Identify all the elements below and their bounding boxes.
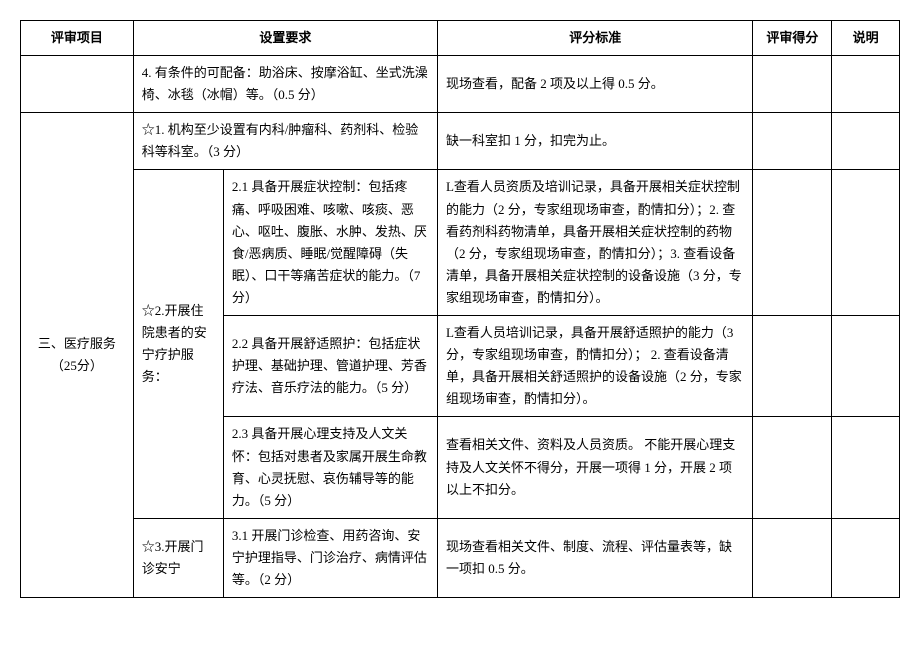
cell-note — [832, 417, 900, 518]
cell-req: 2.2 具备开展舒适照护：包括症状护理、基础护理、管道护理、芳香疗法、音乐疗法的… — [223, 316, 437, 417]
cell-note — [832, 113, 900, 170]
review-table: 评审项目 设置要求 评分标准 评审得分 说明 4. 有条件的可配备：助浴床、按摩… — [20, 20, 900, 598]
cell-req: 2.3 具备开展心理支持及人文关怀：包括对患者及家属开展生命教育、心灵抚慰、哀伤… — [223, 417, 437, 518]
cell-score — [753, 518, 832, 597]
cell-note — [832, 170, 900, 316]
table-row: 4. 有条件的可配备：助浴床、按摩浴缸、坐式洗澡椅、冰毯（冰帽）等。（0.5 分… — [21, 56, 900, 113]
cell-score — [753, 56, 832, 113]
cell-std: 缺一科室扣 1 分，扣完为止。 — [437, 113, 753, 170]
cell-req: ☆1. 机构至少设置有内科/肿瘤科、药剂科、检验科等科室。（3 分） — [133, 113, 437, 170]
cell-score — [753, 170, 832, 316]
cell-section-item: 三、医疗服务（25分） — [21, 113, 134, 598]
cell-score — [753, 417, 832, 518]
table-row: 三、医疗服务（25分） ☆1. 机构至少设置有内科/肿瘤科、药剂科、检验科等科室… — [21, 113, 900, 170]
header-row: 评审项目 设置要求 评分标准 评审得分 说明 — [21, 21, 900, 56]
cell-note — [832, 316, 900, 417]
cell-sub: ☆2.开展住院患者的安宁疗护服务： — [133, 170, 223, 518]
cell-std: L查看人员培训记录，具备开展舒适照护的能力（3 分，专家组现场审查，酌情扣分）；… — [437, 316, 753, 417]
header-score: 评审得分 — [753, 21, 832, 56]
cell-req: 3.1 开展门诊检查、用药咨询、安宁护理指导、门诊治疗、病情评估等。（2 分） — [223, 518, 437, 597]
cell-note — [832, 56, 900, 113]
cell-item-blank — [21, 56, 134, 113]
header-req: 设置要求 — [133, 21, 437, 56]
header-std: 评分标准 — [437, 21, 753, 56]
cell-std: 现场查看相关文件、制度、流程、评估量表等，缺一项扣 0.5 分。 — [437, 518, 753, 597]
cell-req: 2.1 具备开展症状控制：包括疼痛、呼吸困难、咳嗽、咳痰、恶心、呕吐、腹胀、水肿… — [223, 170, 437, 316]
cell-req: 4. 有条件的可配备：助浴床、按摩浴缸、坐式洗澡椅、冰毯（冰帽）等。（0.5 分… — [133, 56, 437, 113]
cell-std: L查看人员资质及培训记录，具备开展相关症状控制的能力（2 分，专家组现场审查，酌… — [437, 170, 753, 316]
table-row: ☆2.开展住院患者的安宁疗护服务： 2.1 具备开展症状控制：包括疼痛、呼吸困难… — [21, 170, 900, 316]
cell-sub: ☆3.开展门诊安宁 — [133, 518, 223, 597]
header-note: 说明 — [832, 21, 900, 56]
header-item: 评审项目 — [21, 21, 134, 56]
cell-score — [753, 316, 832, 417]
cell-note — [832, 518, 900, 597]
cell-std: 查看相关文件、资料及人员资质。 不能开展心理支持及人文关怀不得分，开展一项得 1… — [437, 417, 753, 518]
table-row: ☆3.开展门诊安宁 3.1 开展门诊检查、用药咨询、安宁护理指导、门诊治疗、病情… — [21, 518, 900, 597]
cell-score — [753, 113, 832, 170]
cell-std: 现场查看，配备 2 项及以上得 0.5 分。 — [437, 56, 753, 113]
